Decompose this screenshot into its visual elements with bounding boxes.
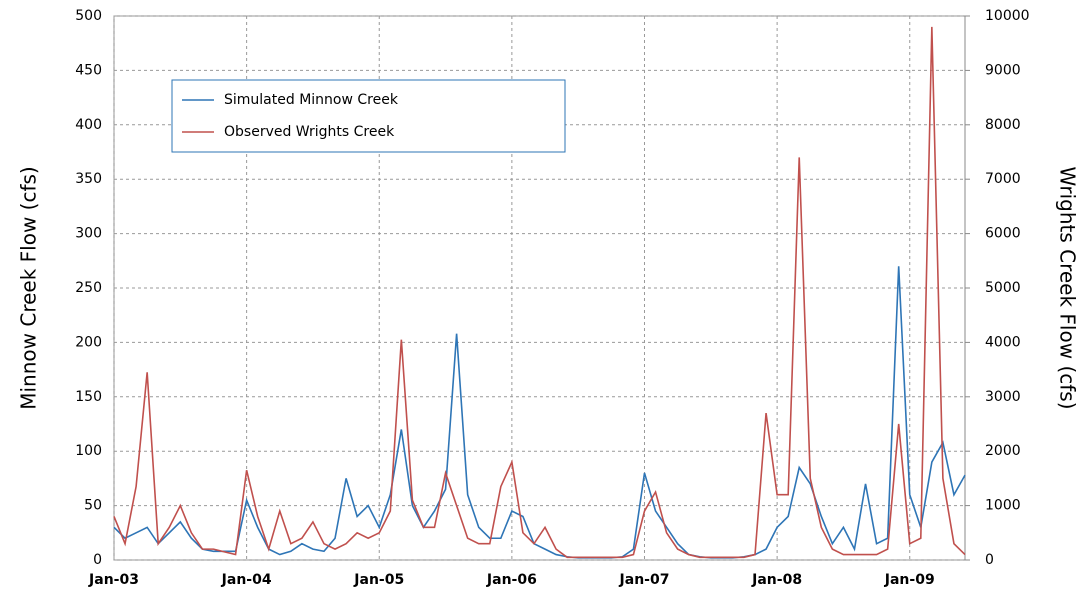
y2-axis-label: Wrights Creek Flow (cfs) — [1056, 166, 1080, 409]
y2-tick-label: 8000 — [985, 117, 1021, 133]
y-tick-label: 150 — [75, 389, 102, 405]
y2-tick-label: 7000 — [985, 171, 1021, 187]
y-tick-label: 500 — [75, 8, 102, 24]
y-tick-label: 350 — [75, 171, 102, 187]
y-tick-label: 200 — [75, 334, 102, 350]
y2-tick-label: 0 — [985, 552, 994, 568]
y2-tick-label: 6000 — [985, 226, 1021, 242]
x-tick-label: Jan-05 — [353, 572, 404, 588]
y2-tick-label: 3000 — [985, 389, 1021, 405]
y2-tick-label: 4000 — [985, 334, 1021, 350]
series-line — [113, 266, 966, 559]
y2-tick-label: 2000 — [985, 443, 1021, 459]
x-tick-label: Jan-04 — [221, 572, 272, 588]
y-tick-label: 50 — [84, 498, 102, 514]
x-tick-label: Jan-06 — [486, 572, 537, 588]
y-tick-label: 300 — [75, 226, 102, 242]
y-tick-label: 0 — [93, 552, 102, 568]
y2-tick-label: 10000 — [985, 8, 1030, 24]
x-tick-label: Jan-08 — [751, 572, 802, 588]
legend-box — [171, 79, 566, 153]
legend-label: Observed Wrights Creek — [224, 124, 395, 140]
series-line — [113, 26, 966, 559]
y-tick-label: 100 — [75, 443, 102, 459]
y2-tick-label: 1000 — [985, 498, 1021, 514]
y-tick-label: 250 — [75, 280, 102, 296]
legend-label: Simulated Minnow Creek — [224, 92, 399, 108]
x-tick-label: Jan-07 — [619, 572, 670, 588]
y-tick-label: 450 — [75, 62, 102, 78]
y-tick-label: 400 — [75, 117, 102, 133]
y2-tick-label: 5000 — [985, 280, 1021, 296]
y2-tick-label: 9000 — [985, 62, 1021, 78]
x-tick-label: Jan-03 — [88, 572, 139, 588]
x-tick-label: Jan-09 — [884, 572, 935, 588]
y-axis-label: Minnow Creek Flow (cfs) — [17, 166, 41, 410]
